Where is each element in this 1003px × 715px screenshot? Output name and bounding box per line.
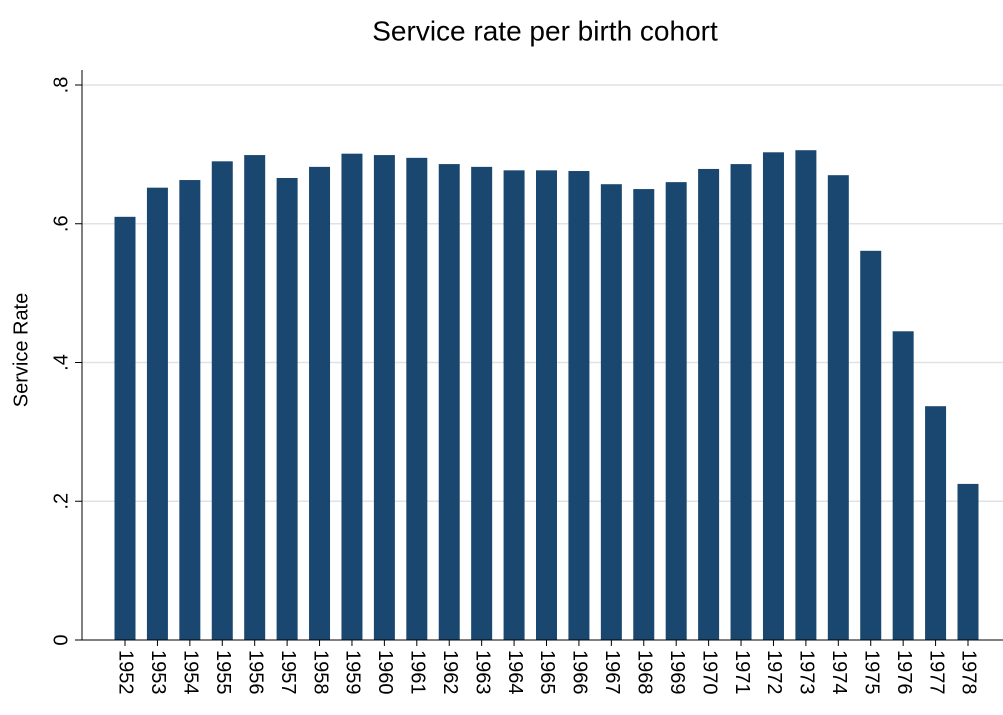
bar [179, 180, 201, 640]
y-tick-label: 0 [50, 634, 72, 645]
bar [309, 166, 331, 641]
x-tick-label: 1956 [244, 650, 266, 695]
y-tick-label: .8 [50, 77, 72, 94]
y-tick-label: .4 [50, 354, 72, 371]
y-axis-label: Service Rate [10, 293, 32, 408]
x-tick-label: 1968 [633, 650, 655, 695]
bar [600, 184, 622, 641]
bar [925, 406, 947, 640]
bar [957, 483, 979, 640]
x-tick-label: 1955 [212, 650, 234, 695]
x-tick-label: 1960 [374, 650, 396, 695]
x-tick-label: 1970 [698, 650, 720, 695]
x-tick-label: 1974 [828, 650, 850, 695]
x-tick-label: 1954 [180, 650, 202, 695]
bar [114, 216, 136, 640]
bar [860, 250, 882, 640]
bar [276, 177, 298, 640]
x-tick-label: 1967 [601, 650, 623, 695]
bar [762, 152, 784, 640]
bar [471, 166, 493, 641]
x-tick-label: 1963 [471, 650, 493, 695]
x-tick-label: 1959 [342, 650, 364, 695]
bar [730, 164, 752, 640]
bar [633, 189, 655, 640]
x-tick-label: 1957 [277, 650, 299, 695]
x-tick-label: 1962 [439, 650, 461, 695]
x-tick-label: 1964 [504, 650, 526, 695]
x-tick-label: 1953 [147, 650, 169, 695]
x-tick-label: 1978 [958, 650, 980, 695]
x-tick-label: 1952 [115, 650, 137, 695]
bar [244, 155, 266, 640]
x-tick-label: 1977 [925, 650, 947, 695]
bar [698, 168, 720, 640]
bar [665, 182, 687, 640]
bar [536, 170, 557, 641]
x-tick-label: 1972 [763, 650, 785, 695]
x-tick-label: 1973 [796, 650, 818, 695]
chart-title: Service rate per birth cohort [372, 15, 718, 46]
x-tick-label: 1958 [309, 650, 331, 695]
x-tick-label: 1975 [860, 650, 882, 695]
x-tick-label: 1966 [569, 650, 591, 695]
bar [827, 175, 849, 640]
bar [503, 170, 525, 641]
bar [438, 164, 460, 640]
bar [373, 155, 395, 640]
x-tick-label: 1961 [407, 650, 429, 695]
bar [211, 161, 233, 640]
bar [341, 153, 363, 640]
y-tick-label: .6 [50, 215, 72, 232]
bar [795, 150, 817, 640]
y-tick-label: .2 [50, 493, 72, 510]
x-tick-label: 1971 [731, 650, 753, 695]
x-tick-label: 1976 [893, 650, 915, 695]
bar [146, 187, 168, 641]
x-tick-label: 1965 [536, 650, 558, 695]
bar [406, 157, 428, 640]
bar [568, 171, 590, 640]
x-tick-label: 1969 [666, 650, 688, 695]
bar [892, 331, 914, 640]
